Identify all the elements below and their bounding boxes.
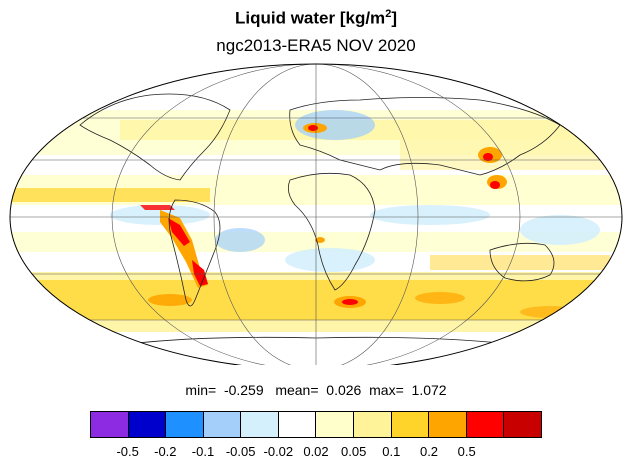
min-value: -0.259	[223, 382, 264, 398]
mean-label: mean=	[275, 382, 319, 398]
colorbar-tick-label: 0.2	[419, 444, 439, 459]
colorbar-box	[429, 412, 467, 437]
colorbar-tick-label: 0.02	[303, 444, 329, 459]
min-label: min=	[185, 382, 217, 398]
colorbar-box	[203, 412, 242, 437]
colorbar-tick-label: 0.5	[457, 444, 476, 459]
stats-line: min= -0.259 mean= 0.026 max= 1.072	[0, 382, 632, 398]
colorbar-box	[241, 412, 279, 437]
colorbar-tick-label: -0.02	[263, 444, 294, 459]
colorbar-box	[466, 412, 505, 437]
max-value: 1.072	[411, 382, 447, 398]
colorbar-tick-label: 0.1	[382, 444, 401, 459]
title-text: Liquid water [kg/m	[235, 8, 386, 28]
colorbar-labels: -0.5 -0.2 -0.1 -0.05 -0.02 0.02 0.05 0.1 0.2 0.5	[0, 444, 632, 462]
map-subtitle: ngc2013-ERA5 NOV 2020	[216, 36, 416, 55]
colorbar-tick-label: -0.5	[116, 444, 139, 459]
colorbar	[90, 411, 542, 438]
world-map	[9, 63, 623, 365]
title-suffix: ]	[391, 8, 397, 28]
max-label: max=	[369, 382, 404, 398]
colorbar-box	[316, 412, 355, 437]
colorbar-tick-label: -0.1	[191, 444, 215, 459]
colorbar-tick-label: -0.2	[154, 444, 177, 459]
colorbar-box	[278, 412, 317, 437]
mean-value: 0.026	[326, 382, 362, 398]
colorbar-box	[504, 412, 541, 437]
title-superscript: 2	[385, 8, 392, 20]
colorbar-tick-label: -0.05	[225, 444, 256, 459]
colorbar-box	[391, 412, 430, 437]
colorbar-box	[91, 412, 129, 437]
colorbar-tick-label: 0.05	[341, 444, 367, 459]
colorbar-box	[166, 412, 204, 437]
globe-outline	[9, 63, 623, 365]
graticule	[10, 64, 622, 365]
map-title: Liquid water [kg/m2]	[0, 8, 632, 29]
colorbar-box	[128, 412, 167, 437]
colorbar-box	[354, 412, 392, 437]
